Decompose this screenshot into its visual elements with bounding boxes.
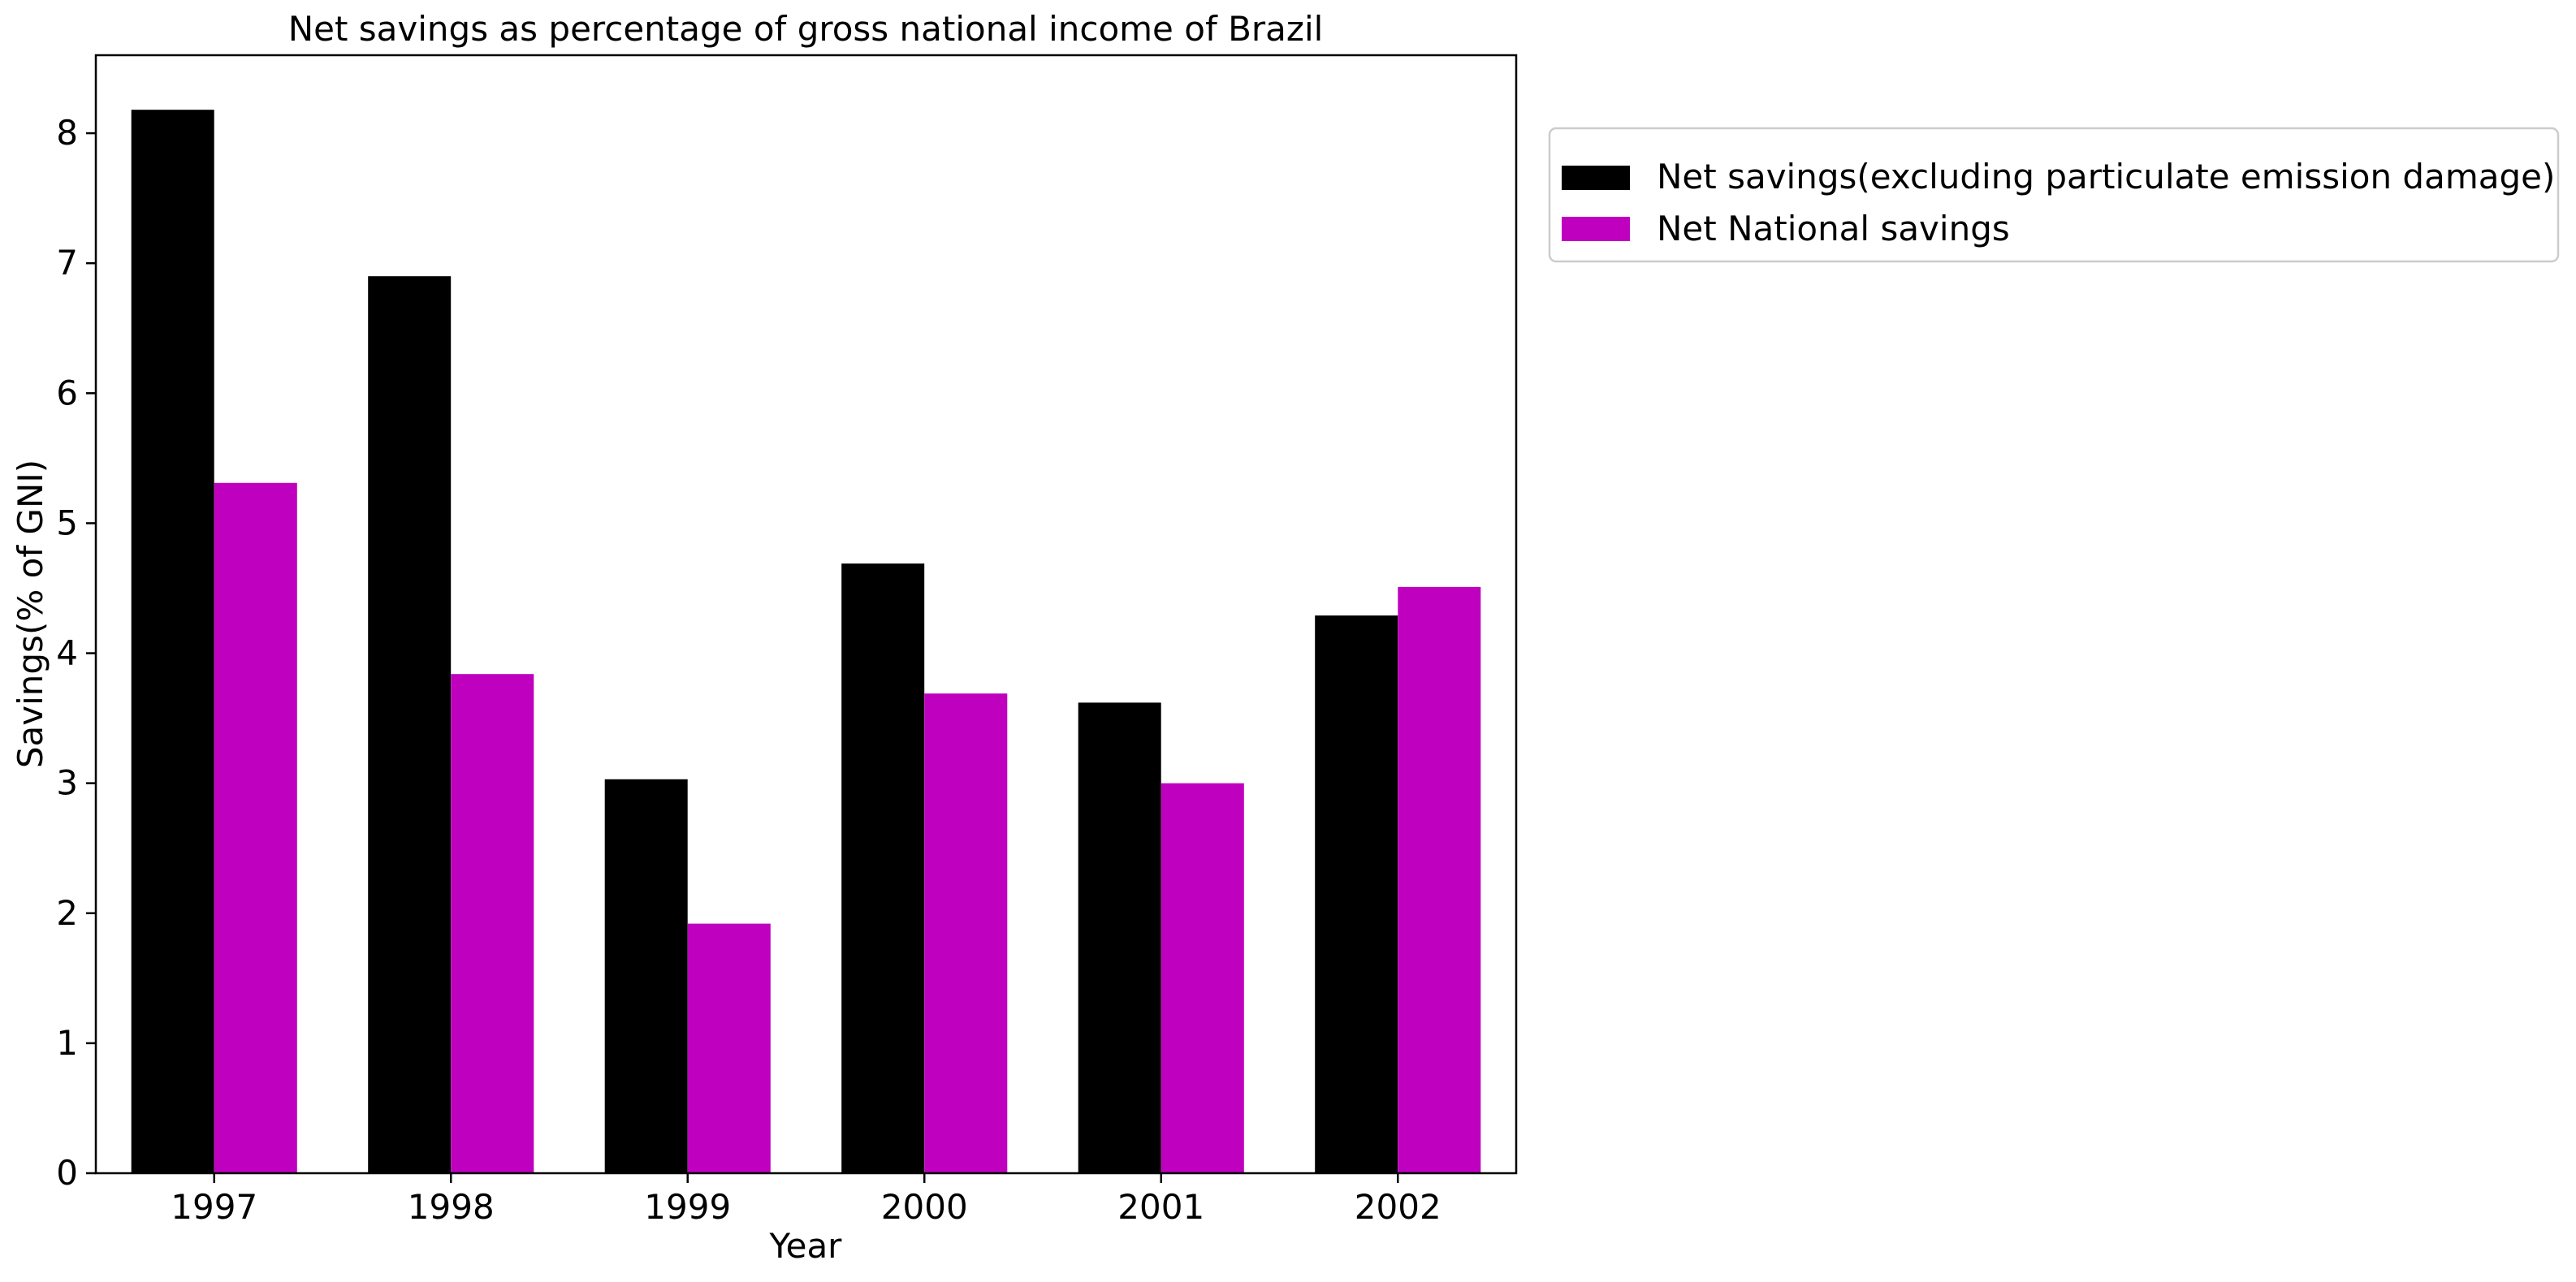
x-tick-label-1999: 1999	[644, 1187, 731, 1227]
y-tick-label: 0	[56, 1153, 78, 1193]
legend-swatch-net-savings	[1562, 166, 1630, 190]
x-tick-label-2002: 2002	[1355, 1187, 1441, 1227]
bar-series-1-1997	[214, 482, 297, 1173]
legend: Net savings(excluding particulate emissi…	[1548, 127, 2560, 263]
y-axis-label: Savings(% of GNI)	[11, 460, 50, 768]
x-tick-label-1997: 1997	[171, 1187, 257, 1227]
y-tick-label: 5	[56, 503, 78, 542]
y-tick-label: 3	[56, 763, 78, 803]
y-tick-label: 4	[56, 633, 78, 673]
bar-series-0-2002	[1315, 615, 1398, 1173]
x-tick-label-2000: 2000	[881, 1187, 968, 1227]
x-axis: 1997 1998 1999 2000 2001 2002	[171, 1173, 1441, 1227]
y-axis: 0 1 2 3 4 5 6 7 8	[56, 113, 96, 1193]
bar-series-0-1998	[368, 276, 452, 1174]
legend-label-net-savings: Net savings(excluding particulate emissi…	[1657, 157, 2555, 196]
bar-series-0-1999	[604, 779, 688, 1173]
x-tick-label-2001: 2001	[1117, 1187, 1204, 1227]
plot-frame	[94, 54, 1518, 1175]
bars-layer	[131, 110, 1481, 1174]
y-tick-label: 6	[56, 373, 78, 412]
legend-swatch-net-national-savings	[1562, 217, 1630, 241]
legend-label-net-national-savings: Net National savings	[1657, 209, 2010, 248]
bar-series-1-1998	[451, 674, 534, 1173]
y-tick-label: 1	[56, 1023, 78, 1063]
chart-title: Net savings as percentage of gross natio…	[288, 9, 1324, 49]
bar-series-1-2000	[924, 693, 1008, 1173]
bar-series-1-2002	[1398, 586, 1481, 1173]
x-tick-label-1998: 1998	[408, 1187, 495, 1227]
y-tick-label: 7	[56, 243, 78, 283]
bar-series-0-1997	[131, 110, 214, 1174]
x-axis-label: Year	[769, 1226, 843, 1266]
legend-box	[1548, 127, 2560, 263]
bar-series-1-2001	[1160, 783, 1244, 1173]
bar-series-0-2001	[1078, 702, 1161, 1173]
y-tick-label: 2	[56, 893, 78, 933]
y-tick-label: 8	[56, 113, 78, 153]
bar-series-1-1999	[687, 923, 771, 1173]
bar-series-0-2000	[841, 563, 925, 1173]
